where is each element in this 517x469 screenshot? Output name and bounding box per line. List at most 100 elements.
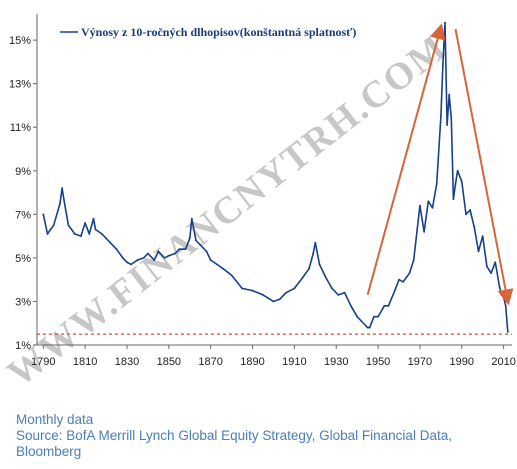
y-tick-label: 3% xyxy=(15,296,31,308)
y-tick-label: 13% xyxy=(9,79,31,91)
data-point xyxy=(178,248,181,251)
x-tick-label: 1810 xyxy=(73,356,97,368)
x-tick-label: 1890 xyxy=(240,356,264,368)
data-point xyxy=(473,226,476,229)
data-point xyxy=(383,304,386,307)
legend: Výnosy z 10-ročných dlhopisov(konštantná… xyxy=(60,25,356,39)
data-point xyxy=(308,267,310,270)
data-point xyxy=(293,287,296,290)
trend-arrows xyxy=(366,23,514,306)
data-point xyxy=(393,289,396,292)
data-point xyxy=(130,263,133,266)
data-point xyxy=(94,228,97,231)
watermark-text: WWW.FINANCNYTRH.COM xyxy=(0,26,455,395)
data-point xyxy=(111,243,114,246)
data-point xyxy=(205,250,208,253)
data-point xyxy=(454,182,457,185)
data-point xyxy=(46,233,49,235)
data-point xyxy=(444,21,446,24)
data-point xyxy=(126,261,128,264)
y-tick-label: 11% xyxy=(10,122,31,134)
data-point xyxy=(153,259,156,261)
x-tick-label: 1930 xyxy=(324,356,348,368)
data-point xyxy=(184,248,187,251)
chart: WWW.FINANCNYTRH.COM 1% 3% 5% 7% 9% 11% 13% 15% 1… xyxy=(0,14,516,395)
data-point xyxy=(490,272,492,275)
data-point xyxy=(331,287,333,290)
data-point xyxy=(412,259,415,261)
data-point xyxy=(272,300,275,303)
data-point xyxy=(278,298,281,301)
data-point xyxy=(469,209,472,211)
data-point xyxy=(312,252,315,255)
data-point xyxy=(285,291,287,294)
trend-arrow xyxy=(454,29,514,306)
data-point xyxy=(452,198,455,200)
data-point xyxy=(136,259,139,261)
data-point xyxy=(477,250,480,253)
data-point xyxy=(465,213,467,216)
data-point xyxy=(147,252,149,255)
chart-footer: Monthly data Source: BofA Merrill Lynch … xyxy=(16,412,511,460)
data-point xyxy=(190,217,193,220)
y-tick-label: 7% xyxy=(15,209,31,221)
data-point xyxy=(222,267,225,270)
x-tick-label: 1850 xyxy=(157,356,181,368)
data-point xyxy=(349,304,352,307)
y-tick-label: 15% xyxy=(9,35,31,47)
data-point xyxy=(343,291,346,294)
data-point xyxy=(251,289,254,292)
data-point xyxy=(419,204,421,207)
data-point xyxy=(73,233,76,235)
data-point xyxy=(460,180,463,183)
y-tick-label: 5% xyxy=(15,253,31,265)
data-point xyxy=(498,285,501,288)
data-point xyxy=(408,272,411,275)
data-point xyxy=(142,256,145,259)
y-tick-label: 1% xyxy=(15,340,31,352)
data-point xyxy=(63,200,66,203)
plot-area xyxy=(37,21,512,335)
data-point xyxy=(163,256,166,259)
data-point xyxy=(387,304,390,307)
data-point xyxy=(61,187,64,190)
data-point xyxy=(366,326,369,329)
data-point xyxy=(423,230,426,233)
data-point xyxy=(427,200,430,203)
data-point xyxy=(195,239,197,242)
data-point xyxy=(121,256,124,259)
data-point xyxy=(372,315,375,318)
data-point xyxy=(504,304,507,307)
data-point xyxy=(314,241,317,244)
data-point xyxy=(115,248,118,251)
x-tick-label: 1830 xyxy=(115,356,139,368)
data-point xyxy=(442,63,444,65)
data-point xyxy=(216,263,218,266)
data-point xyxy=(92,217,95,220)
data-point xyxy=(199,243,202,246)
data-point xyxy=(324,276,327,279)
footer-frequency-note: Monthly data xyxy=(16,412,94,427)
data-point xyxy=(446,124,449,126)
data-point xyxy=(88,233,91,235)
data-point xyxy=(506,331,509,333)
data-point xyxy=(209,259,212,261)
data-point xyxy=(431,206,434,209)
data-point xyxy=(439,115,442,118)
data-point xyxy=(435,182,438,185)
data-point xyxy=(105,237,107,240)
x-tick-label: 1990 xyxy=(450,356,474,368)
data-point xyxy=(174,252,177,255)
data-point xyxy=(80,235,82,238)
data-point xyxy=(398,278,400,281)
data-point xyxy=(84,222,87,224)
data-point xyxy=(157,250,160,253)
data-point xyxy=(368,326,371,329)
data-point xyxy=(356,315,359,318)
data-point xyxy=(262,294,264,296)
data-point xyxy=(481,235,484,238)
x-tick-label: 1870 xyxy=(198,356,222,368)
data-point xyxy=(67,224,70,227)
data-point xyxy=(456,169,459,172)
y-tick-label: 9% xyxy=(15,166,31,178)
